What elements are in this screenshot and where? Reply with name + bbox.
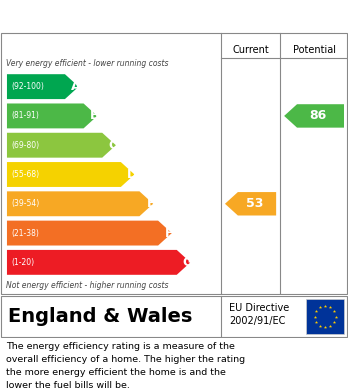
Text: C: C bbox=[109, 139, 118, 152]
Text: The energy efficiency rating is a measure of the
overall efficiency of a home. T: The energy efficiency rating is a measur… bbox=[6, 342, 245, 389]
Polygon shape bbox=[225, 192, 276, 215]
Text: (21-38): (21-38) bbox=[11, 229, 39, 238]
Text: (69-80): (69-80) bbox=[11, 141, 39, 150]
Polygon shape bbox=[7, 191, 153, 216]
Text: EU Directive
2002/91/EC: EU Directive 2002/91/EC bbox=[229, 303, 289, 326]
Polygon shape bbox=[7, 133, 116, 158]
Text: Not energy efficient - higher running costs: Not energy efficient - higher running co… bbox=[6, 280, 168, 289]
Text: D: D bbox=[127, 168, 137, 181]
Polygon shape bbox=[7, 162, 135, 187]
Text: 86: 86 bbox=[309, 109, 326, 122]
Text: A: A bbox=[71, 80, 81, 93]
Text: (55-68): (55-68) bbox=[11, 170, 39, 179]
Text: B: B bbox=[90, 109, 100, 122]
Text: (92-100): (92-100) bbox=[11, 82, 44, 91]
Text: Very energy efficient - lower running costs: Very energy efficient - lower running co… bbox=[6, 59, 168, 68]
Text: Potential: Potential bbox=[293, 45, 335, 55]
Polygon shape bbox=[7, 74, 79, 99]
Text: Current: Current bbox=[232, 45, 269, 55]
Polygon shape bbox=[7, 104, 97, 128]
Text: G: G bbox=[183, 256, 193, 269]
Text: (1-20): (1-20) bbox=[11, 258, 34, 267]
Text: (39-54): (39-54) bbox=[11, 199, 39, 208]
Polygon shape bbox=[284, 104, 344, 127]
Text: 53: 53 bbox=[246, 197, 263, 210]
Polygon shape bbox=[7, 250, 190, 275]
Text: (81-91): (81-91) bbox=[11, 111, 39, 120]
Polygon shape bbox=[7, 221, 172, 246]
Text: F: F bbox=[165, 226, 174, 240]
Text: Energy Efficiency Rating: Energy Efficiency Rating bbox=[10, 7, 239, 25]
Bar bbox=[306, 299, 344, 334]
Text: E: E bbox=[147, 197, 155, 210]
Text: England & Wales: England & Wales bbox=[8, 307, 192, 326]
